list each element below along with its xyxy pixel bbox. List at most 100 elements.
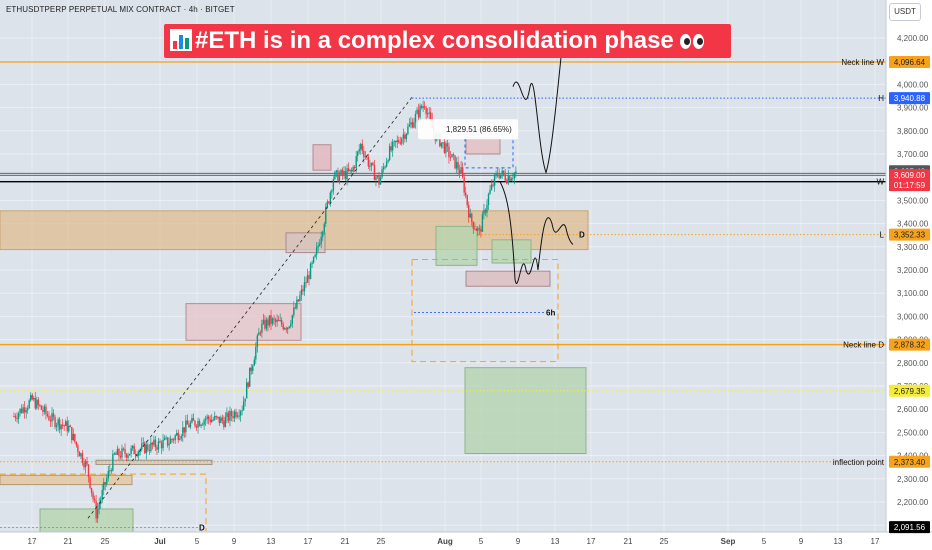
candle-body xyxy=(385,161,388,167)
level-price-tag: 3,940.88 xyxy=(894,94,926,103)
level-label: W xyxy=(876,178,884,187)
candle-body xyxy=(461,167,464,178)
box-small-jul18 xyxy=(312,144,332,171)
candle-body xyxy=(407,126,409,134)
candle-body xyxy=(36,399,38,409)
candle-body xyxy=(364,156,367,158)
candle-body xyxy=(69,425,71,428)
price-tick-label: 2,200.00 xyxy=(897,498,929,507)
candle-body xyxy=(358,149,360,152)
candle-body xyxy=(458,169,461,174)
candle-body xyxy=(265,319,268,329)
candle-body xyxy=(174,435,176,441)
candle-body xyxy=(460,167,462,174)
green-box-aug6 xyxy=(491,239,532,264)
time-tick-label: 9 xyxy=(799,537,804,546)
candle-body xyxy=(157,441,160,450)
candle-body xyxy=(183,427,186,433)
candle-body xyxy=(212,419,214,421)
candle-body xyxy=(179,438,181,440)
candle-body xyxy=(483,209,485,215)
time-tick-label: 17 xyxy=(28,537,37,546)
candle-body xyxy=(490,184,493,190)
candle-body xyxy=(49,420,52,422)
candle-body xyxy=(285,328,287,330)
candle-body xyxy=(112,453,114,471)
orange-dashed-bracket xyxy=(0,473,207,531)
time-axis-background xyxy=(0,532,932,550)
candle-body xyxy=(352,167,354,172)
candle-body xyxy=(31,395,33,400)
candle-body xyxy=(60,424,62,430)
candle-body xyxy=(268,315,271,326)
level-label: Neck line D xyxy=(843,341,884,350)
candle-body xyxy=(384,166,386,168)
candle-body xyxy=(256,335,259,347)
price-tick-label: 3,800.00 xyxy=(897,127,929,136)
candles-layer xyxy=(13,100,517,523)
target-green-box xyxy=(464,367,587,455)
title-banner: #ETH is in a complex consolidation phase xyxy=(164,24,731,58)
annotation-6h: 6h xyxy=(546,308,555,317)
candle-body xyxy=(226,412,228,418)
candle-body xyxy=(361,143,363,151)
candle-body xyxy=(369,165,371,167)
candle-body xyxy=(20,408,23,413)
candle-body xyxy=(160,442,163,449)
level-label: Neck line W xyxy=(841,58,884,67)
candle-body xyxy=(124,449,126,454)
time-tick-label: 5 xyxy=(762,537,767,546)
candle-body xyxy=(486,204,488,213)
candle-body xyxy=(416,109,418,114)
candle-body xyxy=(259,332,262,334)
candle-body xyxy=(204,418,207,421)
candle-body xyxy=(315,247,318,255)
candle-body xyxy=(344,171,347,180)
candle-body xyxy=(318,243,321,246)
candle-body xyxy=(77,445,79,453)
time-axis[interactable]: 17 21 25 Jul 5 9 13 17 21 25 Aug 5 9 13 17 21 25 Sep 5 9 13 1… xyxy=(0,531,932,550)
price-tick-label: 3,300.00 xyxy=(897,243,929,252)
candle-body xyxy=(328,201,330,203)
time-tick-label: 21 xyxy=(624,537,633,546)
annotation-d: D xyxy=(579,231,585,240)
candle-body xyxy=(264,319,266,329)
candle-body xyxy=(172,439,175,441)
price-tags-layer: 4,096.643,940.883,625.483,580.773,352.33… xyxy=(889,55,930,534)
candle-body xyxy=(420,105,423,109)
level-price-tag-bg xyxy=(889,55,930,68)
candle-body xyxy=(57,419,59,426)
candle-body xyxy=(153,439,155,445)
currency-button[interactable]: USDT xyxy=(889,3,921,21)
candle-body xyxy=(452,154,455,156)
candle-body xyxy=(347,168,350,172)
candle-body xyxy=(302,289,304,292)
candle-body xyxy=(141,443,143,450)
candle-body xyxy=(30,395,32,401)
candle-body xyxy=(63,425,65,427)
candle-body xyxy=(426,113,429,115)
candle-body xyxy=(92,492,94,499)
candle-body xyxy=(387,160,389,162)
candle-body xyxy=(466,195,468,206)
time-tick-label: 21 xyxy=(341,537,350,546)
candle-body xyxy=(469,213,471,218)
time-tick-label: 21 xyxy=(64,537,73,546)
time-tick-label: 9 xyxy=(516,537,521,546)
candle-body xyxy=(195,425,198,428)
candle-body xyxy=(428,112,430,114)
candle-body xyxy=(329,192,332,203)
candle-body xyxy=(504,174,506,181)
grid-lines xyxy=(0,0,886,532)
inflection-box xyxy=(95,459,213,465)
candle-body xyxy=(171,438,173,440)
measure-label-box xyxy=(418,119,518,140)
level-price-tag: 3,352.33 xyxy=(894,231,926,240)
projection-path-down xyxy=(499,181,574,284)
level-price-tag: 4,096.64 xyxy=(894,58,926,67)
candle-body xyxy=(233,411,236,419)
candle-body xyxy=(198,420,201,427)
current-price-tag-bg xyxy=(889,169,930,192)
candle-body xyxy=(279,320,281,322)
